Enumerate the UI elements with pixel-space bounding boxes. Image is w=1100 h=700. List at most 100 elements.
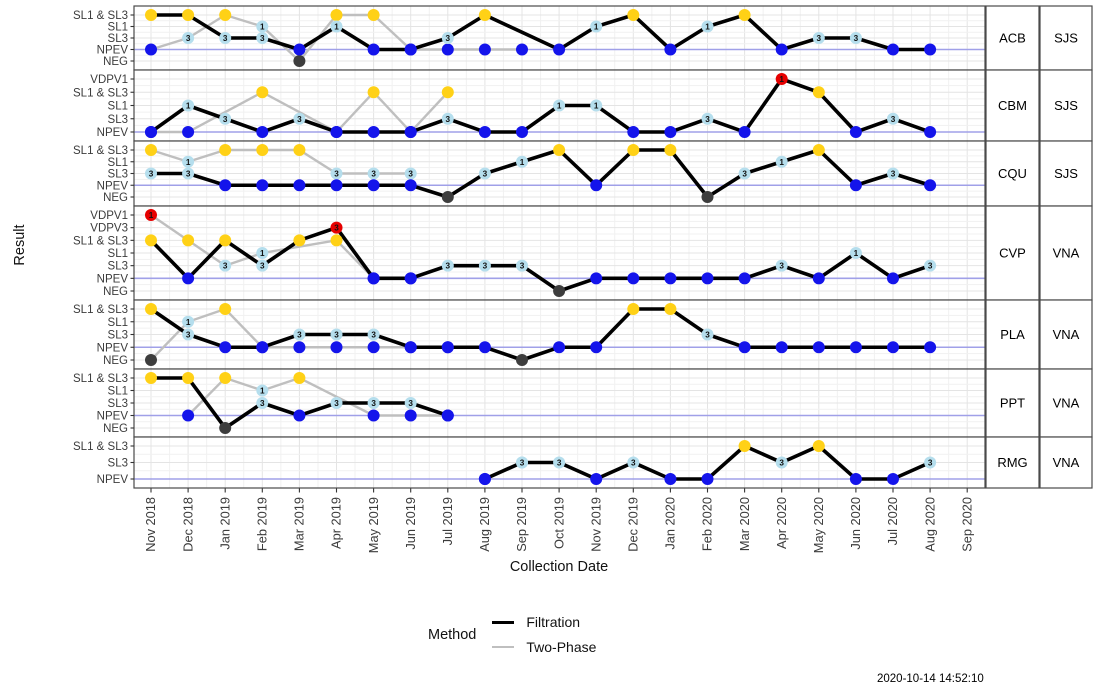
serotype-number: 1 <box>594 23 599 32</box>
point-PLA-filtration-0 <box>145 303 157 315</box>
point-ACB-filtration-7 <box>404 43 417 56</box>
y-tick-label: SL1 & SL3 <box>73 10 128 22</box>
x-tick-label: May 2020 <box>811 497 826 553</box>
serotype-number: 3 <box>742 170 747 179</box>
point-CVP-filtration-8 <box>441 259 454 272</box>
point-RMG-filtration-10 <box>516 456 528 469</box>
y-tick-label: NPEV <box>97 474 129 486</box>
serotype-number: 3 <box>186 331 191 340</box>
point-ACB-filtration-14 <box>664 43 677 56</box>
point-CVP-filtration-5 <box>330 221 343 234</box>
point-PPT-twophase-6 <box>367 409 380 422</box>
serotype-number: 1 <box>186 102 191 111</box>
point-CVP-filtration-13 <box>627 272 640 285</box>
point-PPT-filtration-2 <box>219 422 232 434</box>
point-PLA-filtration-8 <box>441 341 454 354</box>
serotype-number: 1 <box>149 211 154 220</box>
point-CQU-twophase-4 <box>293 144 306 156</box>
point-CVP-twophase-0 <box>145 209 157 221</box>
serotype-number: 3 <box>520 262 525 271</box>
point-PPT-twophase-7 <box>404 409 417 422</box>
serotype-number: 1 <box>779 75 784 84</box>
point-PLA-filtration-18 <box>812 341 825 354</box>
point-CVP-filtration-19 <box>849 247 862 259</box>
y-tick-label: SL3 <box>108 33 128 45</box>
point-PLA-twophase-1 <box>182 315 195 328</box>
serotype-number: 3 <box>371 170 376 179</box>
gridlines <box>134 437 987 488</box>
point-PLA-twophase-0 <box>145 354 157 366</box>
point-CVP-filtration-18 <box>812 272 825 285</box>
point-PLA-filtration-15 <box>701 328 714 341</box>
point-CBM-filtration-7 <box>404 126 417 138</box>
facet-strip-station-label: PLA <box>1000 327 1025 342</box>
point-ACB-filtration-5 <box>330 20 343 33</box>
point-CQU-filtration-17 <box>775 155 788 168</box>
point-PPT-filtration-1 <box>182 372 195 384</box>
point-CQU-filtration-14 <box>664 144 677 156</box>
y-tick-label: NEG <box>103 286 128 298</box>
point-CBM-filtration-3 <box>256 126 269 138</box>
x-tick-label: Nov 2019 <box>588 497 603 552</box>
point-RMG-filtration-20 <box>887 473 899 485</box>
x-tick-label: Aug 2019 <box>477 497 492 552</box>
point-PPT-filtration-0 <box>145 372 157 384</box>
serotype-number: 3 <box>557 459 562 468</box>
point-RMG-filtration-13 <box>627 456 640 469</box>
serotype-number: 3 <box>223 34 228 43</box>
y-tick-label: SL1 <box>108 22 128 34</box>
point-CVP-twophase-3 <box>256 247 269 259</box>
y-tick-label: NPEV <box>97 342 129 354</box>
point-CVP-filtration-9 <box>478 259 491 272</box>
point-PLA-twophase-5 <box>330 341 343 354</box>
point-PLA-filtration-10 <box>516 354 528 366</box>
x-tick-label: Feb 2020 <box>700 497 715 551</box>
point-CQU-filtration-15 <box>701 191 714 203</box>
point-CVP-filtration-4 <box>293 234 306 247</box>
x-tick-label: Jan 2019 <box>217 497 232 550</box>
point-CQU-filtration-12 <box>590 179 603 192</box>
point-CQU-twophase-1 <box>182 155 195 168</box>
serotype-number: 1 <box>854 249 859 258</box>
point-PLA-filtration-2 <box>219 341 232 354</box>
point-CQU-filtration-4 <box>293 179 306 192</box>
serotype-number: 1 <box>520 158 525 167</box>
point-CVP-filtration-3 <box>256 259 269 272</box>
facet-strip-station <box>985 140 1040 207</box>
serotype-number: 3 <box>223 115 228 124</box>
point-PPT-twophase-3 <box>256 384 269 397</box>
point-ACB-filtration-15 <box>701 20 714 33</box>
facet-strip-station-label: ACB <box>999 31 1026 46</box>
point-CVP-filtration-11 <box>553 285 566 297</box>
serotype-number: 3 <box>186 34 191 43</box>
point-CQU-filtration-16 <box>738 167 751 180</box>
serotype-number: 1 <box>557 102 562 111</box>
point-RMG-filtration-12 <box>590 473 603 485</box>
point-PLA-filtration-14 <box>664 303 677 315</box>
y-tick-label: SL3 <box>108 114 128 126</box>
x-tick-label: Apr 2019 <box>329 497 344 549</box>
facet-strip-site-label: SJS <box>1054 98 1078 113</box>
point-ACB-filtration-4 <box>293 43 306 56</box>
serotype-number: 1 <box>260 249 265 258</box>
point-ACB-filtration-18 <box>812 32 825 44</box>
point-PLA-filtration-1 <box>182 328 195 341</box>
y-tick-label: SL1 & SL3 <box>73 235 128 247</box>
serotype-number: 1 <box>594 102 599 111</box>
point-ACB-twophase-4 <box>293 55 306 67</box>
facet-strip-site-label: VNA <box>1053 455 1080 470</box>
facet-strip-station-label: PPT <box>1000 396 1025 411</box>
point-PLA-filtration-7 <box>404 341 417 354</box>
point-CBM-filtration-10 <box>516 126 528 138</box>
point-CVP-twophase-1 <box>182 234 195 247</box>
serotype-number: 3 <box>779 459 784 468</box>
y-tick-label: SL3 <box>108 330 128 342</box>
y-tick-label: NEG <box>103 423 128 435</box>
facet-strip-site-label: SJS <box>1054 166 1078 181</box>
y-tick-label: SL3 <box>108 261 128 273</box>
point-CQU-filtration-10 <box>516 155 528 168</box>
point-ACB-twophase-6 <box>367 9 380 21</box>
point-ACB-twophase-0 <box>145 43 157 56</box>
